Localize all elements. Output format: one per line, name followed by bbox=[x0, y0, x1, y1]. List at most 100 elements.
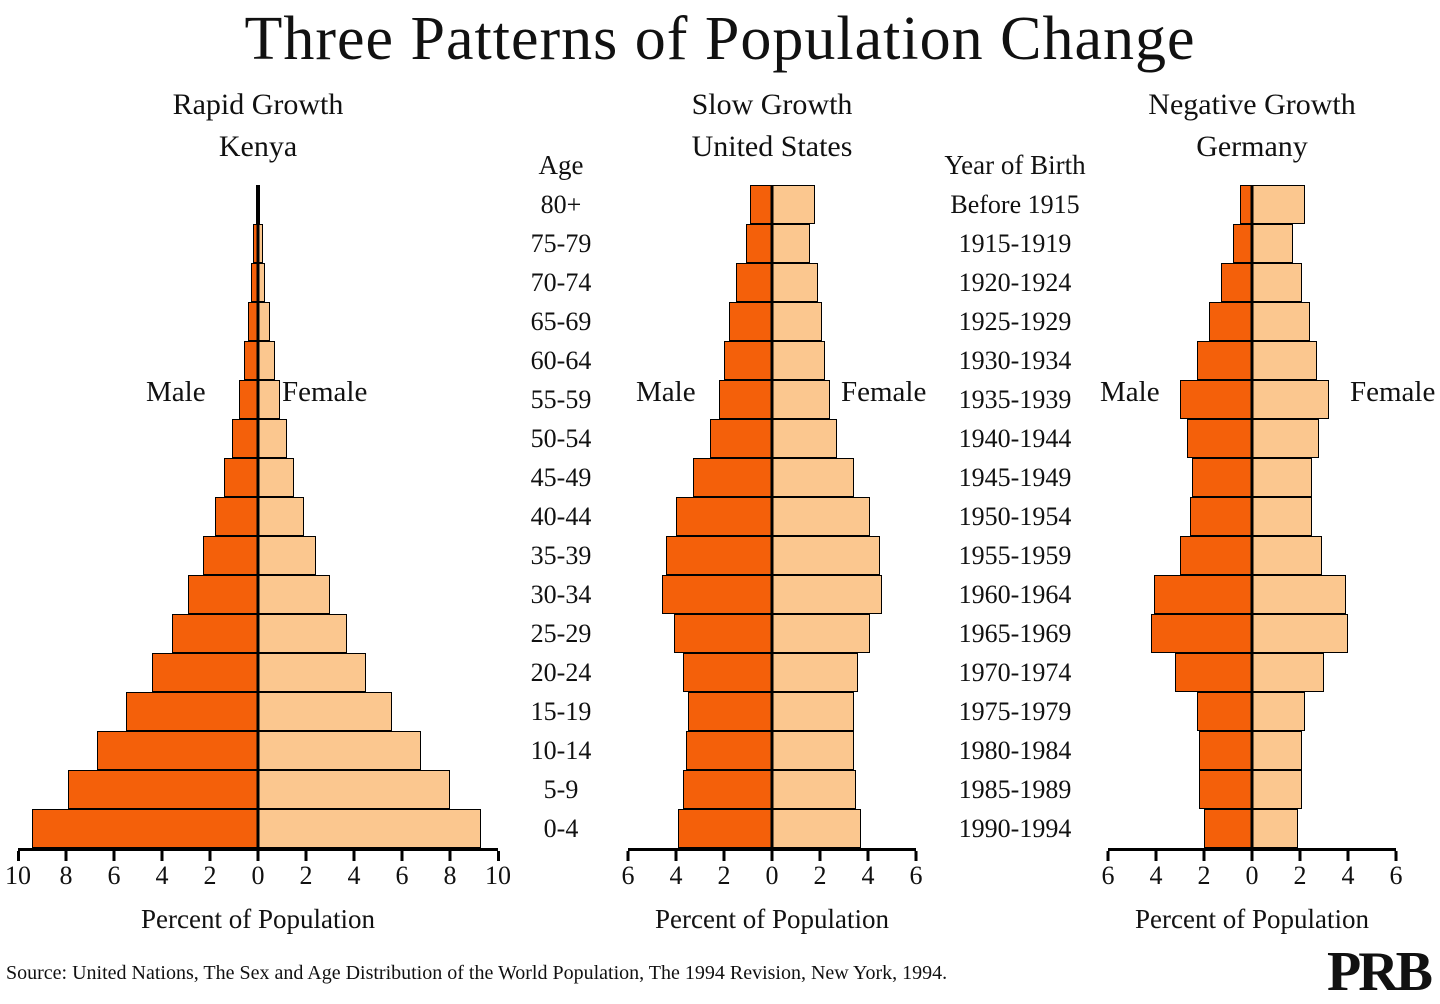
axis-ticks: 6 4 2 0 2 4 6 bbox=[1102, 851, 1403, 895]
birth-year-label: 1975-1979 bbox=[958, 697, 1072, 726]
tick-label: 2 bbox=[1293, 861, 1307, 890]
female-bar bbox=[1252, 263, 1303, 302]
female-bar bbox=[258, 575, 330, 614]
tick-mark bbox=[208, 851, 212, 861]
tick-label: 10 bbox=[5, 861, 31, 890]
age-label: 60-64 bbox=[530, 346, 592, 375]
female-bar bbox=[258, 185, 261, 224]
tick-mark bbox=[352, 851, 356, 861]
pyramid-row bbox=[628, 770, 916, 809]
tick-label: 6 bbox=[107, 861, 121, 890]
female-bar bbox=[258, 458, 294, 497]
axis-line bbox=[18, 848, 498, 851]
female-bar bbox=[258, 770, 450, 809]
axis-tick: 2 bbox=[718, 851, 731, 891]
female-bar bbox=[772, 380, 830, 419]
male-bar bbox=[97, 731, 258, 770]
panel-title: Slow Growth United States bbox=[558, 84, 986, 168]
male-bar bbox=[661, 575, 772, 614]
pyramid-row bbox=[18, 341, 498, 380]
male-bar bbox=[692, 458, 772, 497]
region-label: United States bbox=[691, 130, 853, 163]
pyramid-row bbox=[628, 419, 916, 458]
birth-year-label: 1945-1949 bbox=[958, 463, 1072, 492]
tick-label: 6 bbox=[909, 861, 923, 890]
tick-label: 4 bbox=[1149, 861, 1163, 890]
pyramid-bars bbox=[18, 185, 498, 848]
birth-year-label: 1935-1939 bbox=[958, 385, 1072, 414]
tick-mark bbox=[400, 851, 404, 861]
female-bar bbox=[1252, 341, 1317, 380]
pyramid-row bbox=[1108, 419, 1396, 458]
female-bar bbox=[258, 263, 266, 302]
female-bar bbox=[258, 497, 304, 536]
axis-tick: 6 bbox=[108, 851, 121, 891]
pyramid-row bbox=[18, 536, 498, 575]
male-bar bbox=[750, 185, 772, 224]
female-bar bbox=[1252, 809, 1298, 848]
pyramid-row bbox=[18, 497, 498, 536]
female-bar bbox=[1252, 536, 1322, 575]
female-bar bbox=[258, 380, 280, 419]
pyramid-row bbox=[628, 692, 916, 731]
axis-tick: 2 bbox=[1294, 851, 1307, 891]
female-bar bbox=[772, 302, 823, 341]
tick-mark bbox=[1202, 851, 1206, 861]
female-bar bbox=[772, 653, 859, 692]
tick-label: 6 bbox=[1101, 861, 1115, 890]
chart-title: Three Patterns of Population Change bbox=[244, 5, 1196, 73]
male-bar bbox=[673, 614, 772, 653]
pyramid-panel-kenya: Rapid Growth Kenya Male Female 10 8 6 4 2 0 2 4… bbox=[5, 80, 511, 960]
female-bar bbox=[258, 731, 422, 770]
age-label: 65-69 bbox=[530, 307, 592, 336]
age-label-list: 80+ 75-79 70-74 65-69 60-64 55-59 50-54 45-49 40… bbox=[505, 185, 617, 848]
age-label: 55-59 bbox=[530, 385, 592, 414]
axis-tick: 4 bbox=[156, 851, 169, 891]
pyramid-row bbox=[628, 341, 916, 380]
pyramid-row bbox=[628, 224, 916, 263]
axis-tick: 10 bbox=[485, 851, 511, 891]
female-bar bbox=[1252, 731, 1303, 770]
pyramid-row bbox=[1108, 575, 1396, 614]
tick-label: 0 bbox=[251, 861, 265, 890]
tick-label: 4 bbox=[861, 861, 875, 890]
tick-label: 4 bbox=[155, 861, 169, 890]
male-bar bbox=[255, 185, 258, 224]
pyramid-row bbox=[1108, 770, 1396, 809]
tick-mark bbox=[160, 851, 164, 861]
growth-pattern-label: Slow Growth bbox=[691, 88, 853, 121]
female-bar bbox=[772, 458, 854, 497]
birth-year-label: 1970-1974 bbox=[958, 658, 1072, 687]
pyramid-row bbox=[18, 692, 498, 731]
female-bar bbox=[772, 185, 816, 224]
pyramid-row bbox=[18, 224, 498, 263]
axis-tick: 0 bbox=[1246, 851, 1259, 891]
age-label: 35-39 bbox=[530, 541, 592, 570]
female-bar bbox=[1252, 185, 1305, 224]
female-bar bbox=[258, 224, 263, 263]
birth-year-label: 1980-1984 bbox=[958, 736, 1072, 765]
axis-tick: 8 bbox=[60, 851, 73, 891]
tick-label: 10 bbox=[485, 861, 511, 890]
male-bar bbox=[1196, 341, 1252, 380]
axis-tick: 0 bbox=[252, 851, 265, 891]
tick-mark bbox=[304, 851, 308, 861]
male-bar bbox=[126, 692, 258, 731]
female-bar bbox=[772, 536, 880, 575]
pyramid-row bbox=[18, 575, 498, 614]
female-bar bbox=[1252, 302, 1310, 341]
tick-label: 2 bbox=[203, 861, 217, 890]
tick-mark bbox=[64, 851, 68, 861]
axis-tick: 6 bbox=[396, 851, 409, 891]
axis-tick: 4 bbox=[862, 851, 875, 891]
birth-year-label: 1985-1989 bbox=[958, 775, 1072, 804]
female-bar bbox=[1252, 692, 1305, 731]
axis-ticks: 10 8 6 4 2 0 2 4 6 8 10 bbox=[5, 851, 511, 895]
tick-label: 6 bbox=[395, 861, 409, 890]
female-bar bbox=[258, 614, 347, 653]
male-bar bbox=[1187, 419, 1252, 458]
tick-label: 4 bbox=[347, 861, 361, 890]
male-bar bbox=[214, 497, 258, 536]
pyramid-row bbox=[1108, 224, 1396, 263]
pyramid-row bbox=[18, 614, 498, 653]
